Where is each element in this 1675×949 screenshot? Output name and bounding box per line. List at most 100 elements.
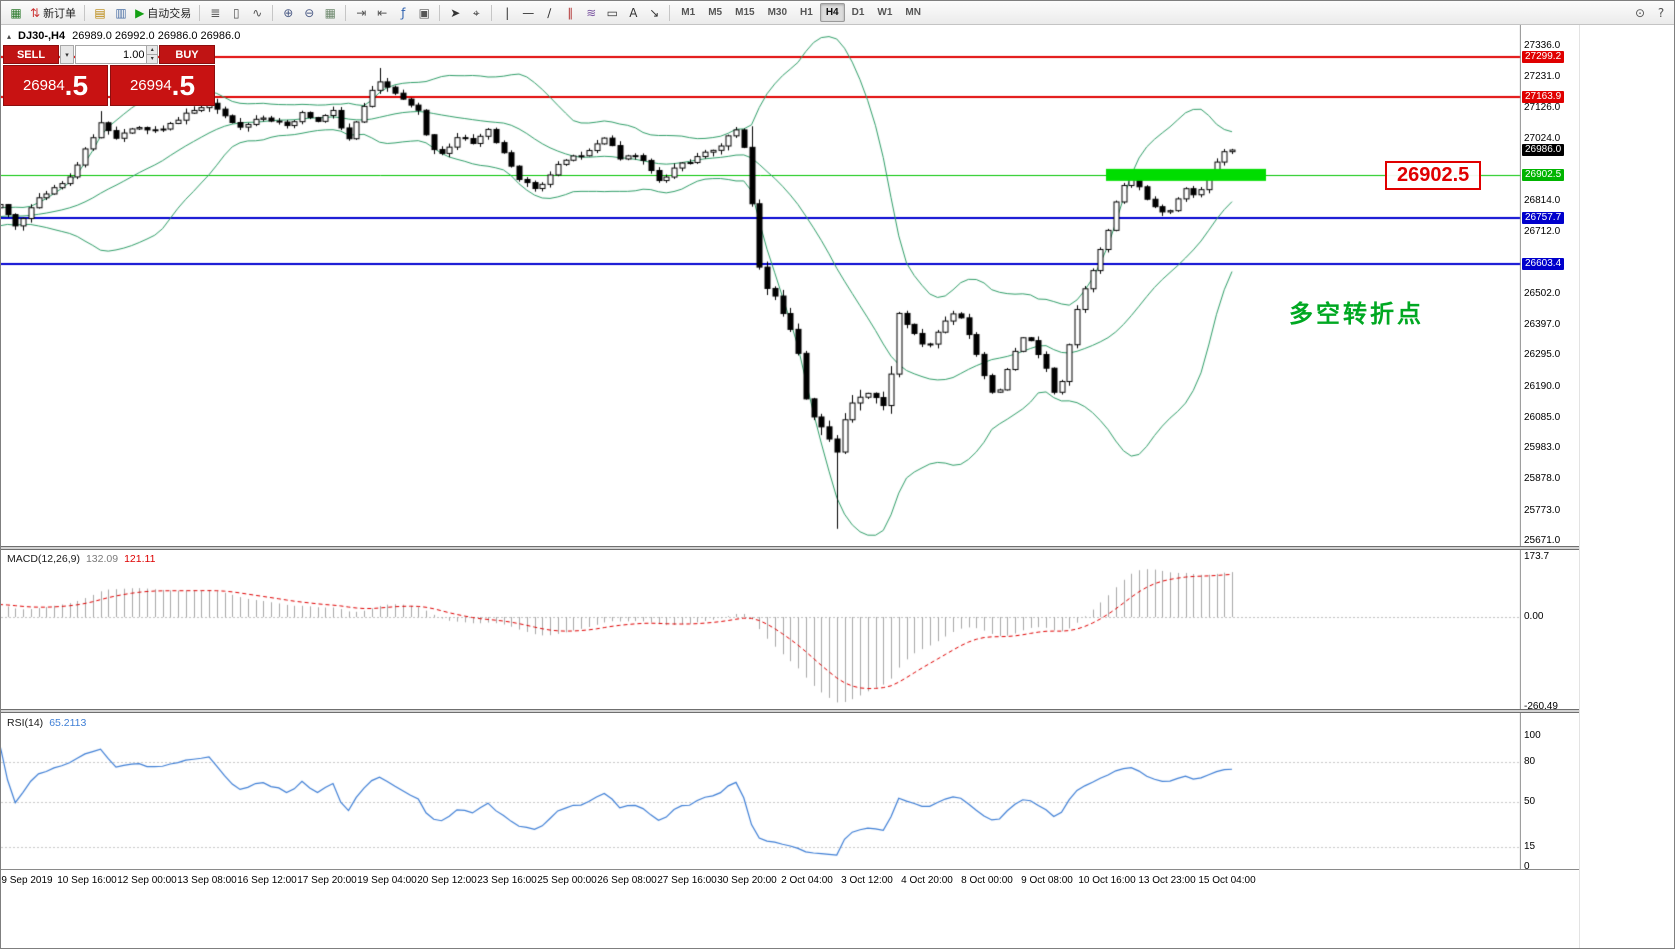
time-axis-label: 9 Sep 2019 — [1, 875, 53, 886]
price-axis-label: 27024.0 — [1524, 133, 1561, 144]
timeframe-m15[interactable]: M15 — [735, 7, 755, 18]
volume-input[interactable] — [76, 46, 147, 63]
crosshair-icon[interactable]: ⌖ — [466, 3, 486, 23]
chevron-down-icon: ▾ — [65, 51, 69, 59]
volume-stepper-up[interactable]: ▴ — [147, 46, 157, 55]
horizontal-line-icon[interactable]: — — [518, 3, 538, 23]
line-chart-icon[interactable]: ∿ — [247, 3, 267, 23]
chart-shift-icon[interactable]: ⇤ — [372, 3, 392, 23]
buy-price-panel[interactable]: 26994.5 — [110, 65, 215, 106]
macd-axis-label: 173.7 — [1524, 551, 1550, 562]
new-chart-button[interactable]: ▦ — [6, 3, 26, 23]
price-axis[interactable]: 27336.0 27299.2 27231.0 27163.9 27126.0 27024… — [1521, 25, 1579, 891]
time-axis-label: 2 Oct 04:00 — [781, 875, 833, 886]
new-chart-button-glyph: ▦ — [10, 5, 22, 20]
sell-price-panel[interactable]: 26984.5 — [3, 65, 108, 106]
vertical-line-icon[interactable]: | — [497, 3, 517, 23]
arrow-tools-icon[interactable]: ↘ — [644, 3, 664, 23]
zoom-in-icon-glyph: ⊕ — [283, 5, 294, 20]
sell-price-int: 26984 — [22, 77, 65, 94]
time-axis-label: 25 Sep 00:00 — [537, 875, 597, 886]
auto-trading-button[interactable]: ▶ 自动交易 — [132, 3, 194, 23]
rsi-axis-label: 15 — [1524, 841, 1536, 852]
indicators-icon[interactable]: ƒ — [393, 3, 413, 23]
macd-name: MACD(12,26,9) — [7, 553, 80, 565]
horizontal-line-icon-glyph: — — [522, 5, 535, 20]
price-axis-label: 27336.0 — [1524, 40, 1561, 51]
zoom-out-icon[interactable]: ⊖ — [299, 3, 319, 23]
profiles-icon-glyph: ▥ — [115, 5, 127, 20]
sell-price-frac: .5 — [64, 69, 89, 101]
trade-options-dropdown[interactable]: ▾ — [60, 45, 74, 64]
collapse-chart-icon[interactable]: ▴ — [7, 31, 12, 41]
price-axis-label: 27126.0 — [1524, 102, 1561, 113]
chart-shift-icon-glyph: ⇤ — [377, 5, 388, 20]
price-tag-blue: 26757.7 — [1522, 212, 1565, 224]
shapes-icon-glyph: ▭ — [606, 5, 618, 20]
price-axis-label: 26295.0 — [1524, 349, 1561, 360]
price-axis-label: 26712.0 — [1524, 226, 1561, 237]
auto-scroll-icon-glyph: ⇥ — [356, 5, 367, 20]
symbol-timeframe-label: DJ30-,H4 — [18, 30, 66, 42]
volume-field: ▴ ▾ — [75, 45, 158, 64]
price-axis-label: 25983.0 — [1524, 442, 1561, 453]
timeframe-d1[interactable]: D1 — [851, 7, 865, 18]
chart-text-annotation: 多空转折点 — [1289, 301, 1424, 328]
bars-chart-icon[interactable]: ≣ — [205, 3, 225, 23]
price-axis-label: 25878.0 — [1524, 473, 1561, 484]
equidistant-channel-icon[interactable]: ∥ — [560, 3, 580, 23]
macd-axis-label: -260.49 — [1524, 701, 1558, 712]
fibonacci-icon[interactable]: ≋ — [581, 3, 601, 23]
toolbar-separator — [491, 4, 493, 21]
cursor-icon[interactable]: ➤ — [445, 3, 465, 23]
toolbar-separator — [272, 4, 274, 21]
buy-button[interactable]: BUY — [159, 45, 215, 64]
help-icon-glyph: ? — [1657, 5, 1665, 20]
macd-indicator-label: MACD(12,26,9) 132.09 121.11 — [7, 553, 155, 565]
candlestick-chart-icon-glyph: ▯ — [232, 5, 240, 20]
timeframe-mn[interactable]: MN — [905, 7, 921, 18]
price-tag-blue: 26603.4 — [1522, 258, 1565, 270]
time-axis[interactable]: 9 Sep 2019 10 Sep 16:00 12 Sep 00:00 13 Sep… — [1, 869, 1579, 891]
pane-separator[interactable] — [1, 709, 1579, 713]
zoom-in-icon[interactable]: ⊕ — [278, 3, 298, 23]
tile-windows-icon[interactable]: ▣ — [414, 3, 434, 23]
price-callout-box: 26902.5 — [1385, 161, 1482, 190]
trendline-icon[interactable]: ∕ — [539, 3, 559, 23]
rsi-axis-label: 80 — [1524, 756, 1536, 767]
timeframe-m30[interactable]: M30 — [767, 7, 788, 18]
vertical-line-icon-glyph: | — [505, 5, 510, 20]
templates-icon[interactable]: ▤ — [90, 3, 110, 23]
rsi-indicator-label: RSI(14) 65.2113 — [7, 717, 86, 729]
time-axis-label: 16 Sep 12:00 — [237, 875, 297, 886]
auto-trading-button-glyph: ▶ — [135, 5, 145, 20]
timeframe-w1[interactable]: W1 — [877, 7, 893, 18]
auto-scroll-icon[interactable]: ⇥ — [351, 3, 371, 23]
profiles-icon[interactable]: ▥ — [111, 3, 131, 23]
pane-separator[interactable] — [1, 546, 1579, 550]
chart-canvas[interactable] — [1, 25, 1521, 869]
time-axis-label: 15 Oct 04:00 — [1198, 875, 1256, 886]
ohlc-values: 26989.0 26992.0 26986.0 26986.0 — [72, 30, 241, 42]
sell-button[interactable]: SELL — [3, 45, 59, 64]
toolbar-separator — [345, 4, 347, 21]
tile-windows-icon-glyph: ▣ — [418, 5, 430, 20]
grid-icon[interactable]: ▦ — [320, 3, 340, 23]
volume-stepper-down[interactable]: ▾ — [147, 55, 157, 63]
time-axis-label: 8 Oct 00:00 — [961, 875, 1013, 886]
help-icon[interactable]: ? — [1651, 3, 1671, 23]
equidistant-channel-icon-glyph: ∥ — [567, 5, 574, 20]
symbol-search-icon[interactable]: ⊙ — [1630, 3, 1650, 23]
timeframe-m5[interactable]: M5 — [708, 7, 723, 18]
timeframe-h4[interactable]: H4 — [819, 3, 845, 22]
new-order-button[interactable]: ⇅ 新订单 — [27, 3, 79, 23]
timeframe-h1[interactable]: H1 — [800, 7, 813, 18]
candlestick-chart-icon[interactable]: ▯ — [226, 3, 246, 23]
shapes-icon[interactable]: ▭ — [602, 3, 622, 23]
time-axis-label: 4 Oct 20:00 — [901, 875, 953, 886]
text-icon[interactable]: A — [623, 3, 643, 23]
rsi-axis-label: 100 — [1524, 730, 1541, 741]
timeframe-m1[interactable]: M1 — [681, 7, 696, 18]
text-icon-glyph: A — [629, 5, 638, 20]
time-axis-label: 9 Oct 08:00 — [1021, 875, 1073, 886]
